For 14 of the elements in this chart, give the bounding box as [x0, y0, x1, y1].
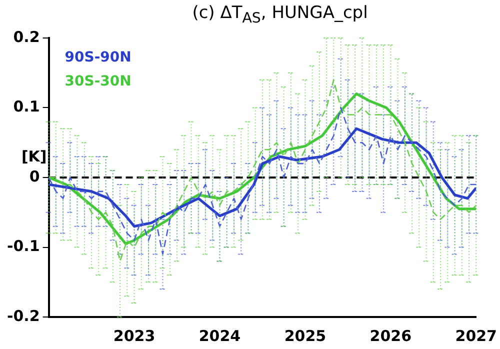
y-tick-label: -0.2: [6, 306, 40, 325]
chart-title: (c) ΔT$_{AS}$, HUNGA_cpl: [191, 2, 369, 26]
y-axis-title: [K]: [21, 147, 47, 166]
y-tick-label: 0.2: [13, 28, 40, 46]
x-tick-label: 2024: [198, 326, 241, 345]
y-tick-label: 0.1: [13, 98, 40, 116]
y-tick-label: -0.1: [6, 237, 40, 256]
y-tick-label: 0: [29, 167, 40, 186]
x-tick-label: 2023: [113, 326, 156, 345]
x-tick-label: 2026: [370, 326, 412, 345]
text: 30S-30N: [64, 74, 132, 90]
text: 90S-90N: [64, 50, 132, 66]
x-tick-label: 2025: [284, 326, 326, 345]
x-tick-label: 2027: [455, 326, 497, 345]
